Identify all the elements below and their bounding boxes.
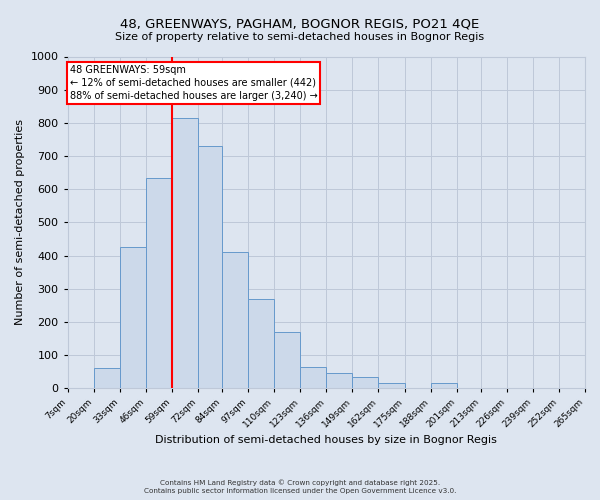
Bar: [379, 384, 404, 388]
Bar: [326, 374, 352, 388]
Y-axis label: Number of semi-detached properties: Number of semi-detached properties: [15, 120, 25, 326]
Text: 48 GREENWAYS: 59sqm
← 12% of semi-detached houses are smaller (442)
88% of semi-: 48 GREENWAYS: 59sqm ← 12% of semi-detach…: [70, 65, 317, 101]
Text: Size of property relative to semi-detached houses in Bognor Regis: Size of property relative to semi-detach…: [115, 32, 485, 42]
Bar: [352, 376, 379, 388]
X-axis label: Distribution of semi-detached houses by size in Bognor Regis: Distribution of semi-detached houses by …: [155, 435, 497, 445]
Bar: [172, 118, 198, 388]
Bar: [248, 298, 274, 388]
Text: 48, GREENWAYS, PAGHAM, BOGNOR REGIS, PO21 4QE: 48, GREENWAYS, PAGHAM, BOGNOR REGIS, PO2…: [121, 18, 479, 30]
Bar: [222, 252, 248, 388]
Bar: [274, 332, 300, 388]
Bar: [120, 248, 146, 388]
Bar: [146, 178, 172, 388]
Text: Contains HM Land Registry data © Crown copyright and database right 2025.
Contai: Contains HM Land Registry data © Crown c…: [144, 479, 456, 494]
Bar: [94, 368, 120, 388]
Bar: [198, 146, 222, 388]
Bar: [431, 384, 457, 388]
Bar: [300, 367, 326, 388]
